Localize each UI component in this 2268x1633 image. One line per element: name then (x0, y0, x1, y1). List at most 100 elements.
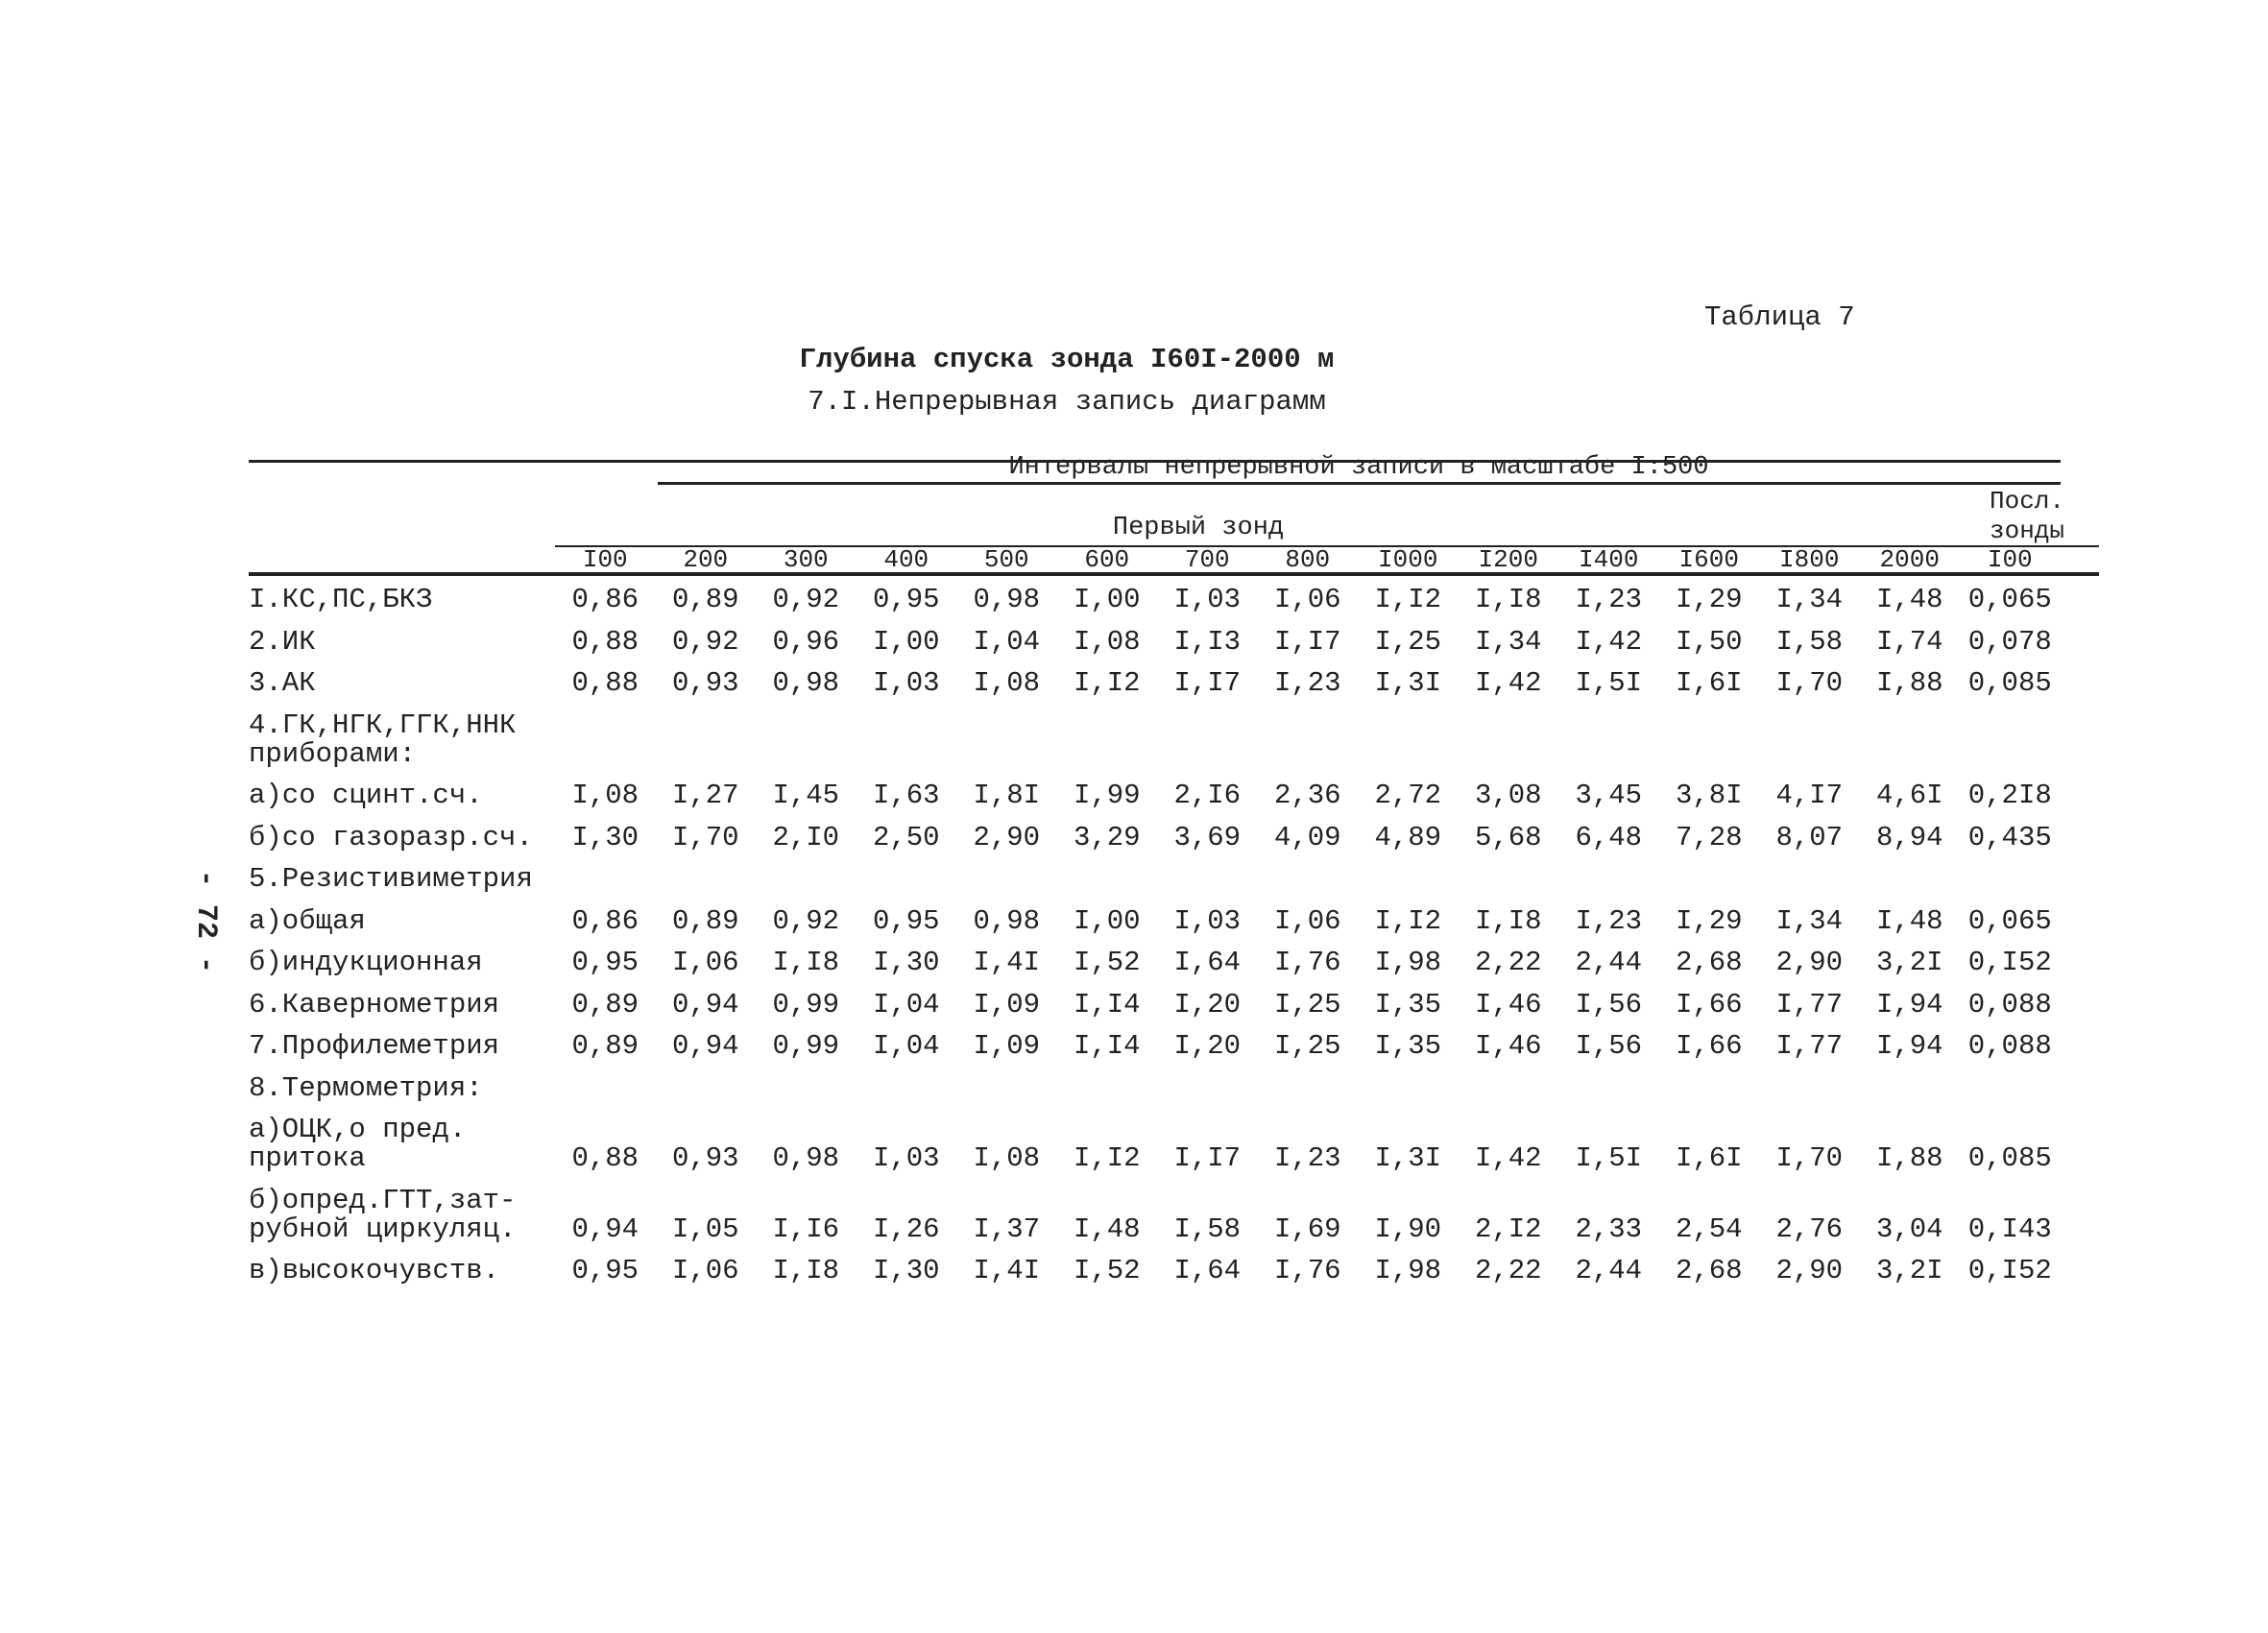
first-header: Первый зонд (1112, 514, 1285, 542)
cell: I,77 (1775, 1030, 1844, 1062)
cell: 2,36 (1273, 780, 1341, 811)
cell: 4,6I (1875, 780, 1943, 811)
cell: I,08 (571, 780, 639, 811)
row-label: 4.ГК,НГК,ГГК,ННК (249, 708, 517, 741)
cell: I,34 (1775, 584, 1844, 615)
cell: I,66 (1675, 988, 1743, 1021)
cell: 3,08 (1474, 780, 1542, 811)
cell: 0,085 (1967, 1142, 2052, 1174)
cell: 0,92 (772, 904, 840, 937)
cell: I,03 (1173, 584, 1242, 615)
cell: 0,088 (1967, 1030, 2052, 1062)
cell: 2,44 (1575, 1255, 1643, 1286)
row-label: 7.Профилеметрия (249, 1030, 500, 1062)
row-label: б)опред.ГТТ,зат- (249, 1184, 517, 1216)
column-header: I00 (582, 545, 628, 574)
column-header: I600 (1678, 545, 1739, 574)
top-rule (249, 460, 2061, 463)
row-label: б)индукционная (249, 947, 483, 978)
cell: 0,89 (571, 1030, 639, 1062)
cell: I,23 (1575, 904, 1643, 937)
cell: 0,94 (671, 988, 739, 1021)
column-header: 500 (983, 545, 1029, 574)
cell: I,20 (1173, 1030, 1242, 1062)
cell: I,42 (1474, 1142, 1542, 1174)
cell: I,09 (973, 988, 1041, 1021)
cell: I,70 (1775, 667, 1844, 699)
cell: I,4I (973, 947, 1041, 978)
cell: I,5I (1575, 667, 1643, 699)
cell: I,I3 (1173, 625, 1242, 658)
cell: I,06 (671, 947, 739, 978)
cell: I,04 (872, 988, 940, 1021)
row-label: I.КС,ПС,БКЗ (249, 584, 433, 615)
cell: 0,085 (1967, 667, 2052, 699)
cell: I,00 (1073, 904, 1141, 937)
column-header: I800 (1779, 545, 1840, 574)
cell: I,99 (1073, 780, 1141, 811)
cell: I,I7 (1173, 1142, 1242, 1174)
cell: 0,98 (973, 904, 1041, 937)
cell: 0,88 (571, 667, 639, 699)
column-header: 2000 (1879, 545, 1940, 574)
cell: I,3I (1374, 1142, 1442, 1174)
cell: I,45 (772, 780, 840, 811)
column-header: 800 (1285, 545, 1331, 574)
cell: 0,93 (671, 1142, 739, 1174)
cell: I,I6 (772, 1213, 840, 1245)
cell: I,27 (671, 780, 739, 811)
cell: 2,I0 (772, 821, 840, 853)
cell: I,I2 (1073, 667, 1141, 699)
cell: I,66 (1675, 1030, 1743, 1062)
cell: I,I7 (1273, 625, 1341, 658)
cell: 0,065 (1967, 904, 2052, 937)
cell: I,76 (1273, 1255, 1341, 1286)
cell: I,76 (1273, 947, 1341, 978)
cell: I,42 (1474, 667, 1542, 699)
cell: 0,95 (872, 584, 940, 615)
cell: I,64 (1173, 1255, 1242, 1286)
title: Глубина спуска зонда I60I-2000 м (799, 344, 1335, 375)
cell: 4,09 (1273, 821, 1341, 853)
cell: I,06 (1273, 904, 1341, 937)
cell: 2,68 (1675, 1255, 1743, 1286)
cell: I,34 (1775, 904, 1844, 937)
row-label: в)высокочувств. (249, 1255, 500, 1286)
cell: I,26 (872, 1213, 940, 1245)
cell: 0,I43 (1967, 1213, 2052, 1245)
cell: I,98 (1374, 1255, 1442, 1286)
cell: 2,68 (1675, 947, 1743, 978)
cell: 0,92 (772, 584, 840, 615)
cell: 0,I52 (1967, 1255, 2052, 1286)
column-header: 700 (1184, 545, 1230, 574)
cell: I,03 (1173, 904, 1242, 937)
cell: 0,86 (571, 584, 639, 615)
cell: 0,89 (671, 904, 739, 937)
cell: 2,90 (973, 821, 1041, 853)
cell: I,I2 (1374, 904, 1442, 937)
cell: 0,89 (571, 988, 639, 1021)
last-rule (1988, 545, 2099, 547)
cell: 8,94 (1875, 821, 1943, 853)
cell: I,I8 (1474, 584, 1542, 615)
header-rule (249, 572, 2099, 576)
cell: I,35 (1374, 1030, 1442, 1062)
cell: I,I8 (772, 1255, 840, 1286)
cell: I,04 (872, 1030, 940, 1062)
column-header: I000 (1378, 545, 1438, 574)
cell: I,30 (571, 821, 639, 853)
row-label: 2.ИК (249, 625, 316, 658)
cell: I,05 (671, 1213, 739, 1245)
cell: 2,54 (1675, 1213, 1743, 1245)
cell: I,56 (1575, 1030, 1643, 1062)
cell: 7,28 (1675, 821, 1743, 853)
cell: 0,88 (571, 625, 639, 658)
cell: I,52 (1073, 947, 1141, 978)
cell: I,98 (1374, 947, 1442, 978)
cell: I,08 (973, 1142, 1041, 1174)
cell: I,I8 (1474, 904, 1542, 937)
column-header: 400 (883, 545, 929, 574)
cell: I,I8 (772, 947, 840, 978)
cell: 0,88 (571, 1142, 639, 1174)
cell: I,94 (1875, 1030, 1943, 1062)
